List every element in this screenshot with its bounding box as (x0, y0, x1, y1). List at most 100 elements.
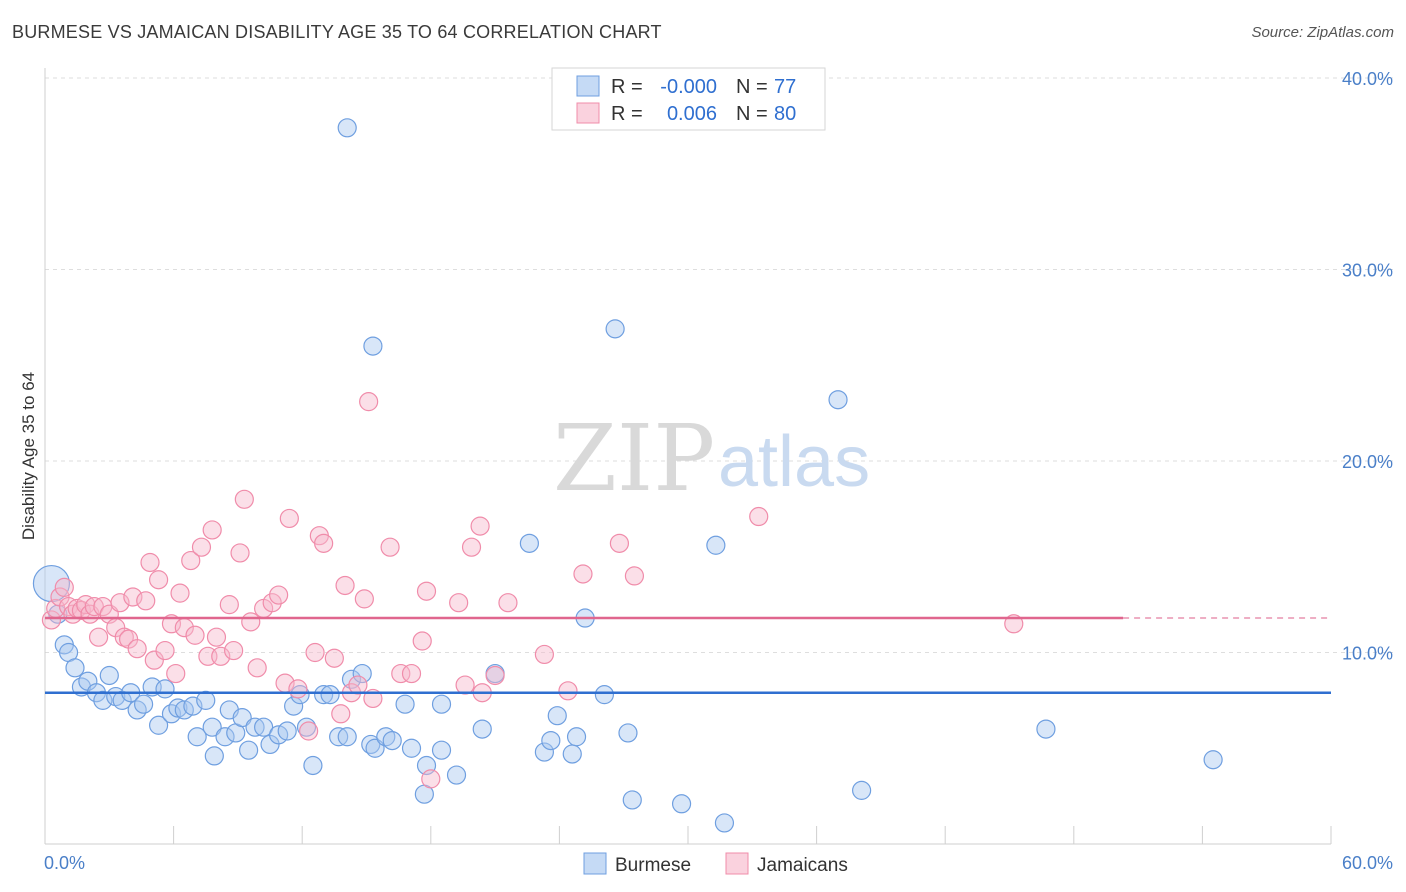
tick-labels: 10.0% 20.0% 30.0% 40.0% 0.0% 60.0% (44, 69, 1393, 873)
point-burmese (277, 721, 297, 741)
point-jamaicans (749, 506, 769, 527)
point-burmese (187, 727, 207, 747)
legend-n-value-1: 77 (774, 76, 796, 98)
point-jamaicans (455, 675, 475, 695)
data-points (32, 118, 1223, 833)
point-jamaicans (573, 564, 593, 584)
point-burmese (1036, 719, 1056, 739)
x-tick-label-min: 0.0% (44, 853, 85, 873)
point-burmese (155, 679, 175, 699)
point-jamaicans (191, 537, 212, 557)
bottom-legend: Burmese Jamaicans (583, 852, 848, 876)
y-axis-label: Disability Age 35 to 64 (19, 372, 38, 540)
point-jamaicans (269, 585, 289, 605)
point-jamaicans (534, 644, 554, 665)
point-burmese (239, 740, 259, 760)
point-jamaicans (335, 575, 355, 596)
point-jamaicans (247, 658, 267, 678)
point-jamaicans (148, 570, 169, 590)
point-burmese (395, 694, 415, 714)
point-burmese (32, 564, 71, 603)
point-jamaicans (354, 589, 374, 609)
point-burmese (594, 685, 615, 705)
point-jamaicans (359, 392, 379, 412)
legend-box: R = -0.000 N = 77 R = 0.006 N = 80 (551, 67, 826, 131)
point-jamaicans (54, 577, 74, 597)
point-jamaicans (305, 642, 325, 663)
point-jamaicans (288, 679, 308, 699)
point-jamaicans (391, 663, 411, 684)
grid-lines (45, 77, 1394, 653)
point-burmese (446, 765, 467, 785)
point-burmese (562, 744, 582, 764)
point-burmese (852, 780, 872, 800)
legend-r-label-1: R = (611, 76, 643, 98)
point-burmese (99, 665, 119, 686)
point-jamaicans (470, 516, 490, 536)
point-jamaicans (219, 595, 239, 615)
point-jamaicans (170, 583, 190, 603)
point-burmese (65, 658, 85, 678)
point-jamaicans (155, 640, 175, 661)
point-jamaicans (609, 533, 630, 553)
x-tick-label-max: 60.0% (1342, 853, 1393, 873)
point-jamaicans (127, 639, 147, 659)
point-burmese (828, 390, 848, 410)
point-burmese (519, 533, 539, 553)
point-jamaicans (380, 537, 400, 557)
bottom-legend-label-jamaicans: Jamaicans (757, 855, 848, 876)
point-jamaicans (241, 612, 261, 632)
watermark-atlas: atlas (718, 422, 870, 502)
legend-swatch-jamaicans (576, 102, 600, 124)
legend-swatch-burmese (576, 75, 600, 97)
point-jamaicans (136, 591, 156, 611)
point-burmese (314, 685, 334, 705)
point-burmese (1203, 750, 1223, 770)
point-jamaicans (324, 648, 344, 668)
bottom-legend-swatch-burmese (583, 852, 607, 875)
y-tick-label-30: 30.0% (1342, 261, 1393, 281)
point-burmese (566, 727, 587, 747)
point-jamaicans (279, 508, 299, 529)
point-jamaicans (558, 681, 578, 701)
point-burmese (401, 738, 422, 758)
point-jamaicans (485, 665, 505, 686)
point-jamaicans (202, 520, 222, 540)
point-jamaicans (498, 593, 518, 613)
y-tick-label-20: 20.0% (1342, 452, 1393, 472)
point-jamaicans (461, 537, 482, 557)
point-jamaicans (348, 675, 368, 695)
point-jamaicans (624, 566, 645, 586)
point-jamaicans (166, 663, 186, 684)
watermark-zip: ZIP (553, 405, 715, 512)
point-burmese (320, 685, 340, 705)
point-jamaicans (224, 640, 244, 661)
point-burmese (303, 755, 323, 776)
point-jamaicans (123, 587, 143, 607)
bottom-legend-swatch-jamaicans (725, 852, 749, 875)
point-burmese (352, 663, 372, 684)
point-burmese (148, 715, 169, 735)
point-burmese (541, 730, 561, 751)
point-burmese (605, 319, 625, 339)
point-burmese (472, 719, 492, 739)
point-jamaicans (331, 704, 351, 724)
legend-n-value-2: 80 (774, 103, 796, 125)
point-burmese (254, 717, 274, 737)
point-burmese (202, 717, 222, 737)
point-jamaicans (401, 663, 422, 684)
point-burmese (431, 740, 452, 760)
y-tick-label-10: 10.0% (1342, 644, 1393, 664)
point-jamaicans (314, 533, 334, 553)
point-jamaicans (140, 552, 160, 573)
point-jamaicans (41, 610, 62, 630)
point-jamaicans (234, 489, 254, 509)
point-burmese (93, 690, 113, 710)
point-jamaicans (144, 650, 164, 670)
series-jamaicans (41, 392, 1024, 789)
point-jamaicans (412, 631, 432, 651)
point-burmese (534, 742, 554, 762)
point-jamaicans (416, 581, 437, 601)
point-burmese (671, 794, 692, 814)
